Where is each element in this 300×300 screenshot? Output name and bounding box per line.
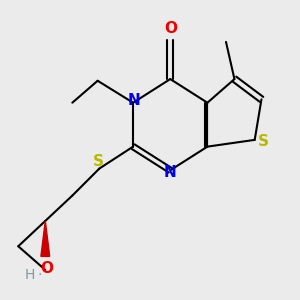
Text: N: N	[164, 166, 177, 181]
Text: O: O	[164, 21, 177, 36]
Text: ·: ·	[37, 268, 41, 282]
Polygon shape	[41, 221, 50, 256]
Text: S: S	[258, 134, 268, 149]
Text: S: S	[93, 154, 104, 169]
Text: O: O	[40, 262, 53, 277]
Text: N: N	[128, 92, 140, 107]
Text: H: H	[25, 268, 35, 282]
